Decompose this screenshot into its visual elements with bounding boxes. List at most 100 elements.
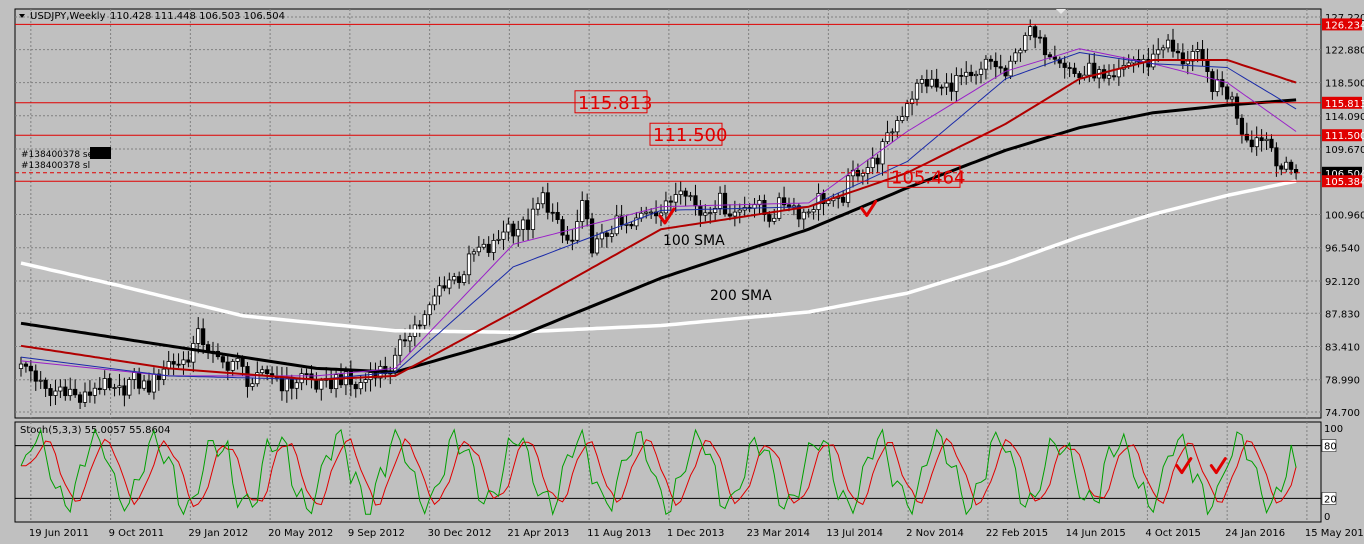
candle [649, 208, 654, 219]
candle-body [875, 157, 880, 165]
candle [333, 368, 339, 398]
candle-body [151, 373, 157, 393]
candle [550, 203, 555, 222]
candle-body [1200, 49, 1205, 61]
candle-body [235, 357, 240, 362]
candle [437, 276, 442, 305]
candle [929, 70, 934, 89]
candle [535, 197, 541, 216]
candle [580, 191, 585, 229]
candle [191, 335, 196, 373]
candle-body [92, 387, 97, 396]
candle-body [801, 211, 806, 220]
candle-body [540, 192, 545, 205]
candle [294, 379, 299, 400]
candle [1161, 44, 1166, 59]
candle [220, 353, 225, 369]
candle-body [594, 238, 600, 254]
candle [82, 382, 88, 407]
candle-body [506, 223, 511, 233]
candle-body [939, 86, 944, 89]
candle [1047, 51, 1053, 60]
stoch-level-tag [1321, 439, 1337, 452]
candle-body [171, 361, 176, 365]
candle-body [530, 208, 536, 230]
candle-body [521, 219, 526, 230]
candle [811, 204, 816, 220]
candle [545, 182, 550, 220]
candle-body [383, 365, 388, 375]
candle-body [353, 384, 358, 390]
candle-body [329, 378, 334, 390]
candle [919, 75, 925, 93]
candle [1259, 129, 1264, 152]
candle-body [1116, 68, 1121, 78]
candle [1180, 43, 1185, 70]
candle [1165, 34, 1171, 53]
candle-body [1210, 71, 1215, 92]
candle-body [629, 224, 634, 227]
candle-body [1042, 37, 1048, 56]
price-tick-label: 78.990 [1325, 376, 1360, 387]
candle [969, 64, 974, 82]
price-tick-label: 92.120 [1325, 277, 1360, 288]
candle-body [461, 274, 467, 283]
ma-purple-line [20, 48, 1297, 377]
overlay-layer: 126.234115.813111.500106.504105.384115.8… [15, 9, 1364, 475]
candle-body [525, 219, 531, 230]
stoch-tick-label: 80 [1324, 442, 1337, 453]
candle-body [201, 328, 206, 346]
candle [461, 270, 467, 286]
candle [127, 377, 132, 399]
candle-body [978, 68, 984, 75]
candle-body [191, 343, 196, 363]
time-tick-label: 13 Jul 2014 [826, 528, 883, 539]
candle-body [865, 167, 870, 174]
candle [176, 353, 181, 368]
candle-body [466, 253, 472, 276]
candle-body [427, 304, 432, 316]
candle [703, 204, 708, 222]
check-mark-icon [1209, 457, 1227, 475]
candle [1072, 62, 1077, 78]
candle-body [284, 378, 289, 392]
candle-body [1106, 75, 1112, 79]
candle-body [727, 213, 733, 217]
candle [1037, 30, 1043, 44]
candle [1274, 142, 1279, 177]
price-tick-label: 83.410 [1325, 342, 1360, 353]
candle [1244, 122, 1249, 143]
candle [713, 200, 718, 221]
check-mark-icon [658, 207, 676, 225]
candle [722, 184, 728, 217]
candle [186, 351, 191, 368]
candle [28, 360, 33, 382]
candle-body [294, 382, 299, 389]
candle-body [535, 203, 541, 210]
candle-body [1092, 62, 1097, 79]
candle [1033, 23, 1038, 49]
candle-body [122, 385, 127, 396]
candle [422, 310, 427, 332]
candle-body [880, 141, 885, 165]
candle-body [137, 372, 142, 389]
candle-body [1087, 62, 1092, 76]
candle [1087, 53, 1092, 83]
candle [604, 230, 609, 248]
price-tick-label: 87.830 [1325, 309, 1360, 320]
candle [900, 106, 905, 124]
candle [678, 181, 683, 205]
candle [338, 363, 344, 389]
candle-body [1180, 52, 1185, 65]
candle [201, 318, 206, 354]
candle [1092, 52, 1097, 82]
candle [688, 191, 693, 201]
candle-body [437, 285, 442, 297]
candle [68, 377, 73, 401]
time-tick-label: 24 Jan 2016 [1225, 528, 1285, 539]
candle [870, 147, 875, 175]
candle [18, 356, 24, 377]
candle-body [112, 387, 117, 389]
candle [1023, 32, 1028, 53]
